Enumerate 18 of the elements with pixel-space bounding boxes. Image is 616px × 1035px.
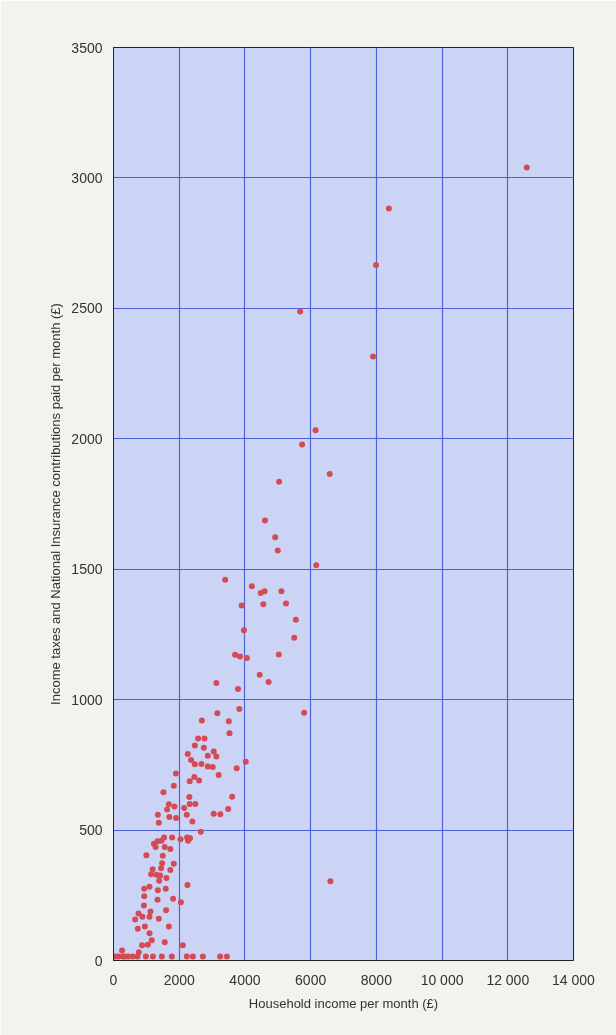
x-tick-label: 14 000 [552,971,596,988]
y-tick-label: 500 [79,822,103,839]
x-tick-label: 0 [109,971,118,988]
y-tick-label: 1000 [71,691,103,708]
x-tick-label: 2000 [163,971,195,988]
y-tick-label: 3000 [71,169,103,186]
y-tick-label: 2500 [71,300,103,317]
x-tick-label: 8000 [360,971,393,988]
y-tick-label: 0 [94,952,103,969]
y-tick-label: 1500 [71,561,103,578]
x-tick-label: 4000 [229,971,261,988]
x-tick-label: 10 000 [420,971,464,988]
x-axis-title: Household income per month (£) [248,995,439,1011]
y-tick-label: 3500 [71,39,103,56]
x-tick-label: 12 000 [486,971,530,988]
y-axis-title: Income taxes and National Insurance contributions paid per month (£) [48,303,64,705]
y-tick-label: 2000 [71,430,103,447]
x-tick-label: 6000 [295,971,327,988]
